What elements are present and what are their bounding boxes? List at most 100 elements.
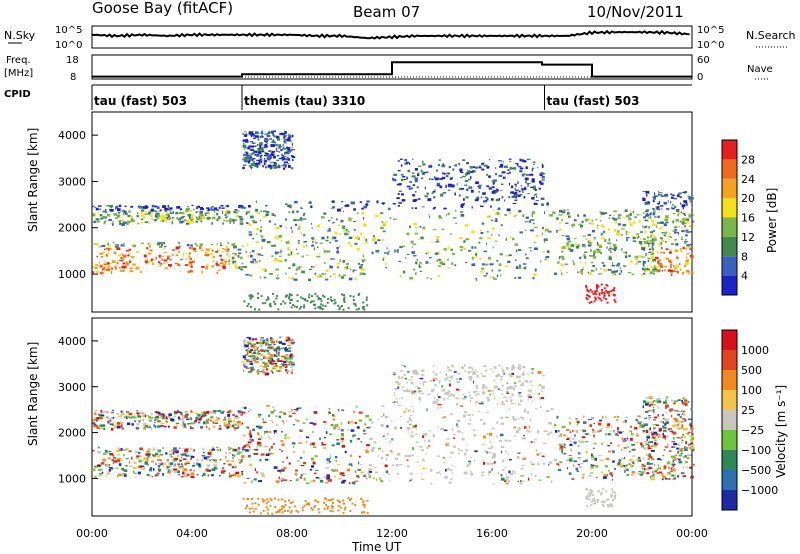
heatmap-cell	[468, 366, 472, 369]
heatmap-cell	[140, 271, 143, 273]
heatmap-cell	[186, 462, 191, 465]
heatmap-cell	[506, 386, 511, 389]
heatmap-cell	[255, 448, 259, 451]
heatmap-cell	[157, 206, 160, 209]
heatmap-cell	[670, 249, 672, 252]
heatmap-cell	[251, 295, 254, 298]
heatmap-cell	[338, 427, 340, 430]
heatmap-cell	[254, 507, 257, 510]
heatmap-cell	[533, 241, 536, 244]
heatmap-cell	[497, 388, 501, 390]
heatmap-cell	[441, 385, 444, 388]
heatmap-cell	[453, 371, 457, 373]
heatmap-cell	[650, 271, 652, 275]
heatmap-cell	[249, 297, 252, 300]
heatmap-cell	[135, 266, 140, 270]
heatmap-cell	[520, 467, 524, 470]
heatmap-cell	[278, 341, 283, 344]
heatmap-cell	[556, 217, 559, 220]
heatmap-cell	[290, 298, 293, 301]
heatmap-cell	[289, 139, 291, 142]
heatmap-cell	[662, 417, 665, 420]
heatmap-cell	[273, 161, 277, 165]
heatmap-cell	[100, 256, 104, 258]
heatmap-cell	[340, 429, 344, 432]
heatmap-cell	[300, 219, 303, 222]
heatmap-cell	[242, 223, 244, 225]
heatmap-cell	[283, 135, 287, 138]
heatmap-cell	[251, 358, 254, 360]
heatmap-cell	[412, 184, 416, 186]
heatmap-cell	[144, 414, 147, 417]
heatmap-cell	[193, 208, 195, 211]
heatmap-cell	[282, 144, 284, 146]
heatmap-cell	[480, 270, 484, 273]
heatmap-cell	[119, 270, 124, 272]
heatmap-cell	[531, 368, 535, 371]
heatmap-cell	[262, 339, 266, 343]
heatmap-cell	[208, 427, 210, 430]
heatmap-cell	[256, 352, 260, 355]
heatmap-cell	[117, 413, 119, 415]
heatmap-cell	[246, 147, 250, 149]
heatmap-cell	[404, 162, 408, 165]
heatmap-cell	[498, 440, 503, 442]
heatmap-cell	[482, 387, 485, 390]
heatmap-cell	[275, 415, 278, 417]
heatmap-cell	[411, 382, 414, 385]
heatmap-cell	[273, 348, 277, 352]
heatmap-cell	[193, 249, 197, 252]
heatmap-cell	[640, 471, 645, 474]
heatmap-cell	[118, 463, 122, 466]
heatmap-cell	[97, 451, 101, 454]
heatmap-cell	[128, 465, 133, 467]
heatmap-cell	[182, 458, 187, 461]
heatmap-cell	[343, 210, 344, 212]
heatmap-cell	[643, 216, 646, 219]
heatmap-cell	[468, 460, 472, 463]
heatmap-cell	[524, 380, 529, 382]
heatmap-cell	[149, 243, 151, 246]
heatmap-cell	[334, 425, 338, 428]
heatmap-cell	[452, 217, 457, 219]
heatmap-cell	[336, 469, 339, 472]
colorbar-tick-label: 4	[741, 270, 748, 283]
heatmap-cell	[123, 469, 127, 472]
heatmap-cell	[684, 214, 686, 216]
heatmap-cell	[108, 247, 112, 250]
heatmap-cell	[292, 303, 295, 306]
heatmap-cell	[146, 450, 151, 453]
heatmap-cell	[481, 444, 485, 446]
heatmap-cell	[231, 459, 235, 463]
heatmap-cell	[639, 424, 642, 427]
colorbar-swatch	[722, 159, 737, 179]
heatmap-cell	[326, 301, 329, 304]
heatmap-cell	[452, 428, 454, 431]
heatmap-cell	[673, 400, 678, 403]
heatmap-cell	[431, 192, 434, 194]
heatmap-cell	[655, 224, 658, 226]
heatmap-cell	[188, 255, 191, 258]
heatmap-cell	[190, 217, 195, 220]
heatmap-cell	[148, 211, 151, 214]
heatmap-cell	[415, 385, 419, 388]
heatmap-cell	[245, 250, 247, 253]
heatmap-cell	[644, 230, 647, 234]
heatmap-cell	[158, 411, 161, 415]
heatmap-cell	[414, 369, 418, 372]
heatmap-cell	[349, 217, 353, 220]
heatmap-cell	[672, 207, 675, 210]
heatmap-cell	[161, 255, 164, 257]
heatmap-cell	[685, 218, 690, 221]
heatmap-cell	[275, 135, 279, 139]
heatmap-cell	[238, 422, 243, 426]
heatmap-cell	[291, 156, 296, 158]
heatmap-cell	[497, 403, 499, 406]
heatmap-cell	[280, 431, 283, 433]
heatmap-cell	[461, 175, 466, 178]
heatmap-cell	[145, 453, 149, 456]
heatmap-cell	[626, 416, 628, 418]
heatmap-cell	[509, 396, 512, 398]
heatmap-cell	[394, 381, 399, 384]
heatmap-cell	[289, 511, 292, 514]
